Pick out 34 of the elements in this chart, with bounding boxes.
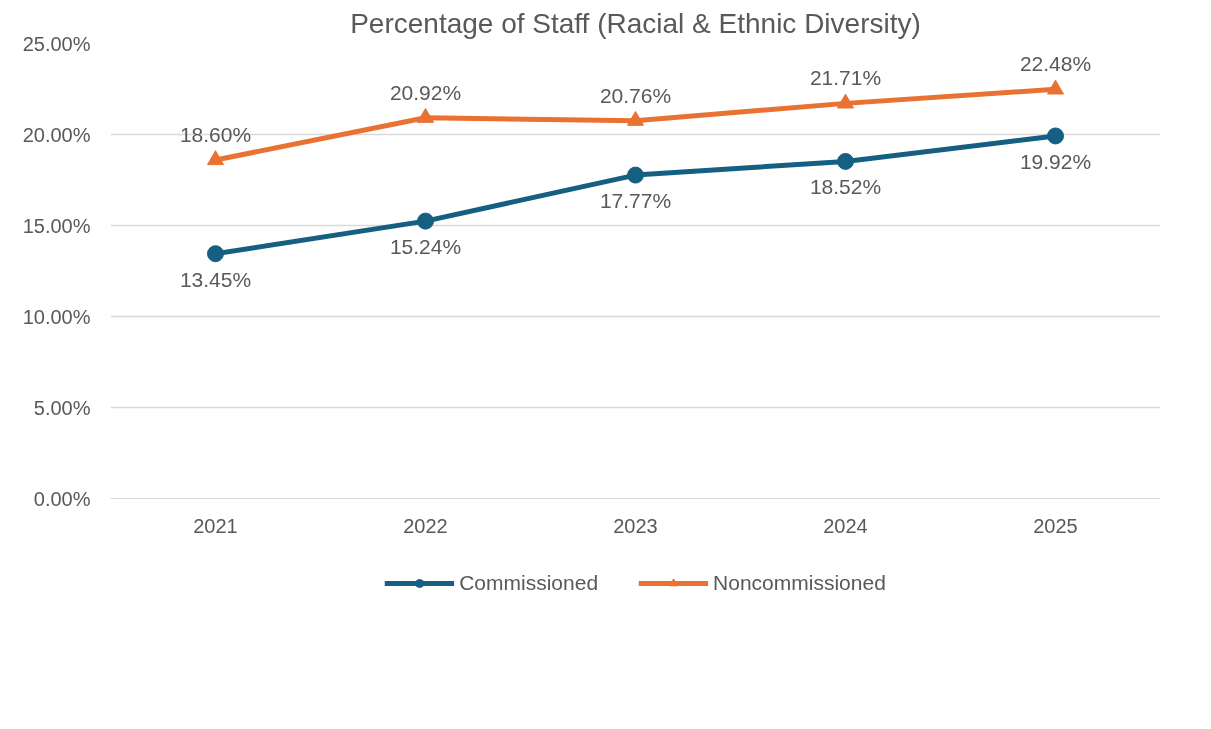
- data-label: 21.71%: [809, 66, 882, 90]
- y-tick-label: 15.00%: [22, 214, 91, 237]
- point: [207, 150, 224, 166]
- y-tick-label: 10.00%: [22, 305, 91, 328]
- point: [627, 110, 644, 126]
- x-tick-label: 2022: [403, 514, 448, 537]
- point: [837, 93, 854, 109]
- x-tick-label: 2021: [193, 514, 238, 537]
- y-tick-label: 0.00%: [33, 487, 91, 510]
- point: [627, 166, 644, 184]
- point: [1047, 79, 1064, 95]
- data-label: 17.77%: [599, 189, 672, 213]
- data-label: 18.52%: [809, 175, 882, 199]
- y-tick-label: 25.00%: [22, 32, 91, 55]
- data-label: 20.92%: [389, 80, 462, 104]
- y-tick-label: 5.00%: [33, 396, 91, 419]
- data-label: 13.45%: [179, 267, 252, 291]
- data-label: 18.60%: [179, 122, 252, 146]
- x-tick-label: 2024: [823, 514, 868, 537]
- point: [837, 152, 854, 170]
- data-label: 19.92%: [1019, 149, 1092, 173]
- data-label: 20.76%: [599, 83, 672, 107]
- legend-label: Commissioned: [459, 571, 599, 595]
- chart-title: Percentage of Staff (Racial & Ethnic Diversity): [350, 7, 921, 39]
- x-tick-label: 2025: [1033, 514, 1078, 537]
- legend-label: Noncommissioned: [713, 571, 886, 595]
- data-label: 15.24%: [389, 235, 462, 259]
- point: [207, 245, 224, 263]
- point: [417, 212, 434, 230]
- y-tick-label: 20.00%: [22, 123, 91, 146]
- point: [417, 108, 434, 123]
- point: [1047, 127, 1064, 145]
- data-label: 22.48%: [1019, 52, 1092, 76]
- x-tick-label: 2023: [613, 514, 658, 537]
